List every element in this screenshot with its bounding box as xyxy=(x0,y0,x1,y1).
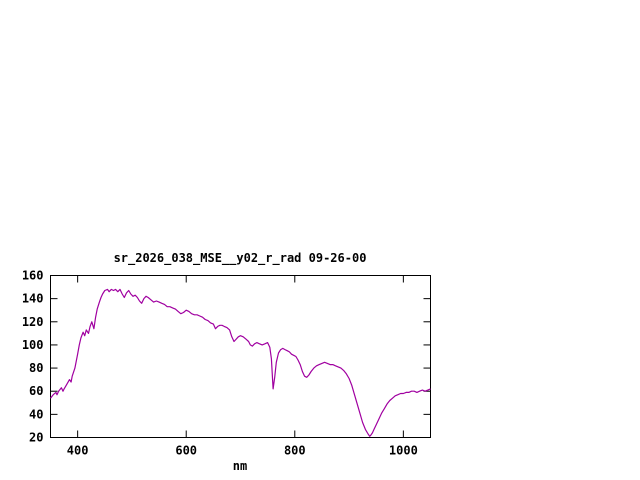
plot-border xyxy=(50,275,431,438)
y-tick-label: 40 xyxy=(29,407,43,421)
y-tick-label: 100 xyxy=(22,338,44,352)
y-tick-label: 160 xyxy=(22,269,44,283)
x-tick-label: 800 xyxy=(284,444,306,458)
y-tick-label: 20 xyxy=(29,431,43,445)
y-tick-label: 60 xyxy=(29,384,43,398)
x-tick-label: 600 xyxy=(175,444,197,458)
x-tick-label: 1000 xyxy=(389,444,418,458)
x-axis-label: nm xyxy=(232,459,248,473)
spectrum-line xyxy=(50,288,431,437)
y-tick-label: 140 xyxy=(22,292,44,306)
y-tick-label: 120 xyxy=(22,315,44,329)
x-tick-label: 400 xyxy=(67,444,89,458)
y-tick-label: 80 xyxy=(29,361,43,375)
chart-title: sr_2026_038_MSE__y02_r_rad 09-26-00 xyxy=(113,251,367,265)
